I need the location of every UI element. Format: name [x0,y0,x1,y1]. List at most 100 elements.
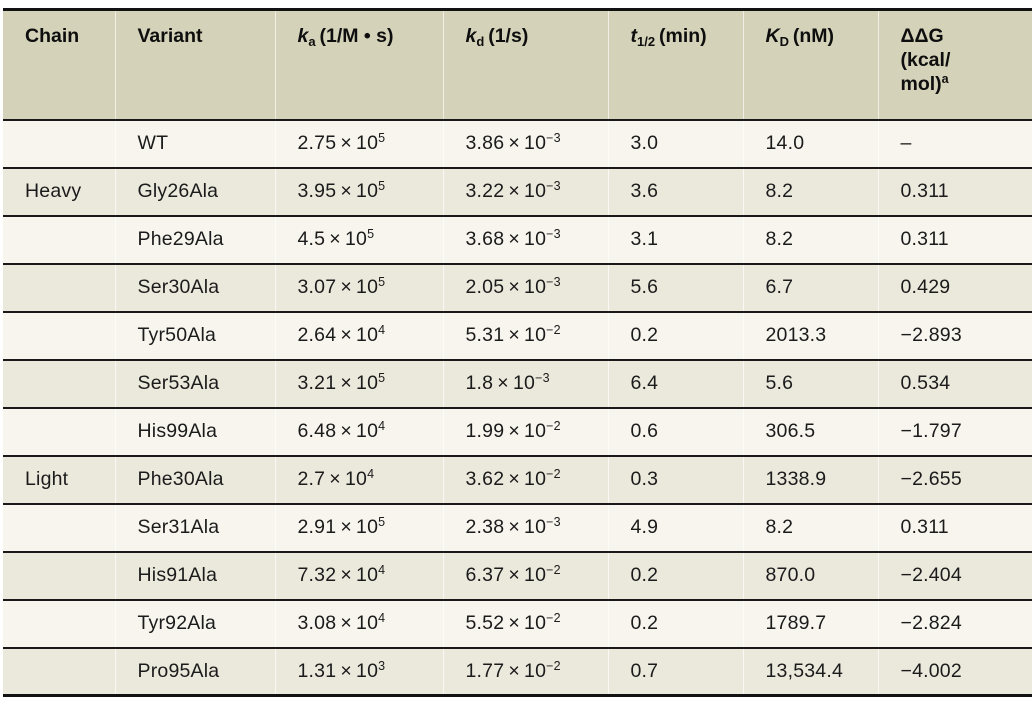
cell-kd-nm: 5.6 [742,359,878,408]
cell-ka: 1.31 × 103 [274,647,443,696]
variant-header-label: Variant [137,25,203,47]
column-header-chain: Chain [3,9,115,120]
cell-ka: 3.21 × 105 [274,359,443,408]
column-header-t12: t1/2 (min) [607,9,743,120]
cell-kd-nm: 2013.3 [742,311,878,360]
cell-ka: 7.32 × 104 [274,551,443,600]
ka-symbol: k [297,25,309,47]
cell-ddg: 0.311 [877,167,1032,216]
cell-kd: 3.62 × 10−2 [442,455,608,504]
cell-t12: 0.6 [607,407,743,456]
cell-chain [3,215,115,264]
cell-chain: Light [3,455,115,504]
cell-kd: 3.86 × 10−3 [442,119,608,168]
cell-ka: 2.75 × 105 [274,119,443,168]
cell-chain [3,503,115,552]
column-header-ka: ka (1/M • s) [274,9,443,120]
cell-t12: 4.9 [607,503,743,552]
t12-units: (min) [655,25,707,47]
cell-ddg: −2.404 [877,551,1032,600]
cell-ddg: −4.002 [877,647,1032,696]
cell-kd: 2.05 × 10−3 [442,263,608,312]
table-row: Heavy Gly26Ala 3.95 × 105 3.22 × 10−3 3.… [3,167,1032,216]
cell-variant: Phe29Ala [114,215,275,264]
cell-ddg: 0.311 [877,503,1032,552]
cell-variant: Ser30Ala [114,263,275,312]
chain-header-label: Chain [25,25,80,47]
table-row: Ser53Ala 3.21 × 105 1.8 × 10−3 6.4 5.6 0… [3,359,1032,408]
cell-t12: 0.7 [607,647,743,696]
cell-variant: Tyr50Ala [114,311,275,360]
cell-ka: 2.91 × 105 [274,503,443,552]
cell-variant: Ser31Ala [114,503,275,552]
cell-t12: 0.2 [607,599,743,648]
cell-kd: 3.22 × 10−3 [442,167,608,216]
cell-kd: 5.31 × 10−2 [442,311,608,360]
cell-t12: 3.0 [607,119,743,168]
cell-variant: Ser53Ala [114,359,275,408]
cell-kd-nm: 8.2 [742,503,878,552]
cell-ddg: 0.429 [877,263,1032,312]
cell-ka: 3.08 × 104 [274,599,443,648]
cell-kd-nm: 1338.9 [742,455,878,504]
cell-t12: 0.2 [607,551,743,600]
cell-variant: His91Ala [114,551,275,600]
ddg-header-line1: ΔΔG [900,25,944,47]
ka-units: (1/M • s) [315,25,394,47]
ddg-header-line3: mol)a [901,72,1027,96]
cell-chain [3,551,115,600]
cell-chain [3,407,115,456]
t12-subscript: 1/2 [637,34,656,49]
cell-kd: 5.52 × 10−2 [442,599,608,648]
cell-kd: 2.38 × 10−3 [442,503,608,552]
cell-kd-nm: 870.0 [742,551,878,600]
cell-variant: Tyr92Ala [114,599,275,648]
kd-symbol: k [465,25,477,47]
cell-ddg: −2.824 [877,599,1032,648]
column-header-variant: Variant [114,9,275,120]
kinetics-table-container: Chain Variant ka (1/M • s) kd (1/s) t1/2… [3,8,1032,697]
cell-kd: 6.37 × 10−2 [442,551,608,600]
kD-subscript: D [779,34,789,49]
cell-ka: 2.7 × 104 [274,455,443,504]
table-body: WT 2.75 × 105 3.86 × 10−3 3.0 14.0 – Hea… [3,119,1032,696]
cell-chain [3,647,115,696]
table-row: Phe29Ala 4.5 × 105 3.68 × 10−3 3.1 8.2 0… [3,215,1032,264]
cell-t12: 0.3 [607,455,743,504]
column-header-kD: KD (nM) [742,9,878,120]
column-header-ddg: ΔΔG (kcal/ mol)a [877,9,1032,120]
ka-subscript: a [308,34,316,49]
cell-ddg: −2.893 [877,311,1032,360]
table-row: Tyr92Ala 3.08 × 104 5.52 × 10−2 0.2 1789… [3,599,1032,648]
cell-kd: 3.68 × 10−3 [442,215,608,264]
cell-t12: 5.6 [607,263,743,312]
cell-variant: WT [114,119,275,168]
cell-ka: 6.48 × 104 [274,407,443,456]
table-row: WT 2.75 × 105 3.86 × 10−3 3.0 14.0 – [3,119,1032,168]
cell-ddg: 0.534 [877,359,1032,408]
ddg-footnote-marker: a [941,72,949,86]
table-row: Light Phe30Ala 2.7 × 104 3.62 × 10−2 0.3… [3,455,1032,504]
t12-symbol: t [630,25,638,47]
cell-kd: 1.77 × 10−2 [442,647,608,696]
table-row: Ser30Ala 3.07 × 105 2.05 × 10−3 5.6 6.7 … [3,263,1032,312]
table-header: Chain Variant ka (1/M • s) kd (1/s) t1/2… [3,9,1032,120]
table-row: His99Ala 6.48 × 104 1.99 × 10−2 0.6 306.… [3,407,1032,456]
kinetics-table: Chain Variant ka (1/M • s) kd (1/s) t1/2… [3,8,1032,697]
cell-ddg: −2.655 [877,455,1032,504]
cell-t12: 0.2 [607,311,743,360]
cell-kd: 1.8 × 10−3 [442,359,608,408]
cell-ka: 3.95 × 105 [274,167,443,216]
cell-chain [3,599,115,648]
ddg-header-line3-text: mol) [900,73,942,95]
cell-chain [3,311,115,360]
cell-ka: 4.5 × 105 [274,215,443,264]
cell-chain [3,119,115,168]
cell-kd-nm: 1789.7 [742,599,878,648]
cell-variant: Phe30Ala [114,455,275,504]
cell-ddg: 0.311 [877,215,1032,264]
cell-kd-nm: 6.7 [742,263,878,312]
cell-chain [3,359,115,408]
cell-chain [3,263,115,312]
kd-subscript: d [476,34,485,49]
